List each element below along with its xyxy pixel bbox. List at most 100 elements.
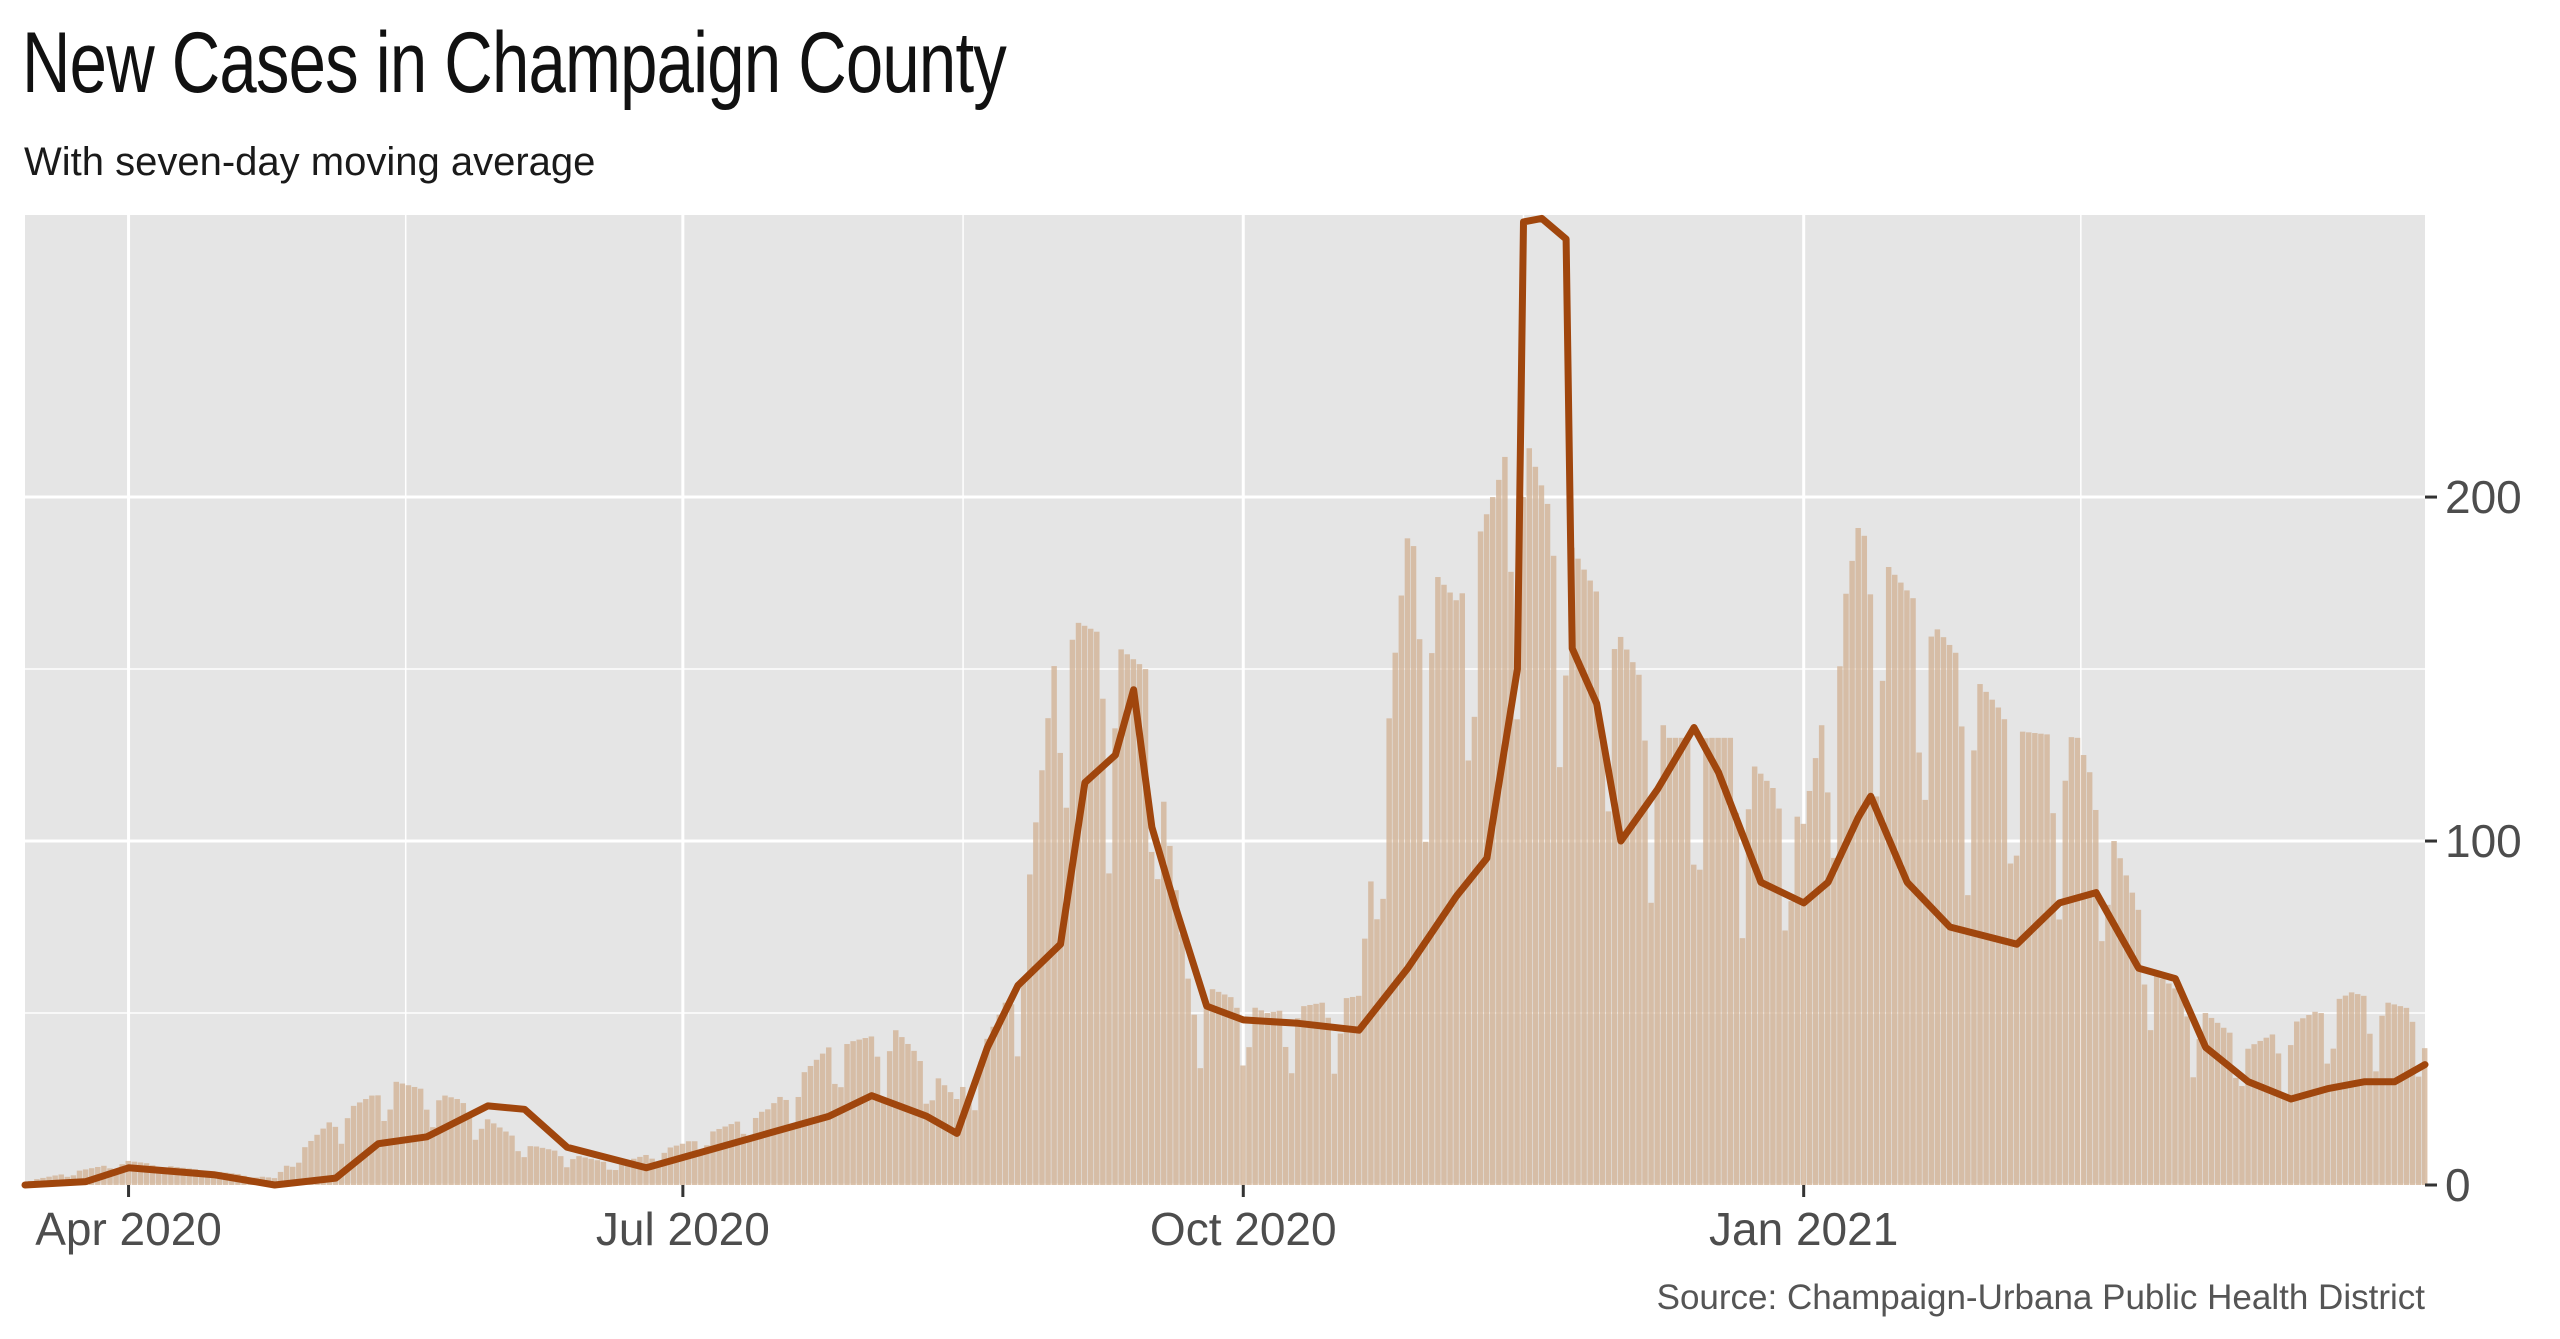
- bar: [1191, 1014, 1197, 1185]
- bar: [1764, 780, 1770, 1185]
- bar: [1904, 590, 1910, 1185]
- bar: [1965, 895, 1971, 1185]
- bar: [1002, 1002, 1009, 1185]
- bar: [430, 1127, 436, 1185]
- x-tick-label: Oct 2020: [1150, 1203, 1337, 1255]
- bar: [2129, 892, 2136, 1185]
- bar: [515, 1151, 521, 1185]
- bar: [338, 1143, 345, 1185]
- bar: [1398, 595, 1405, 1185]
- bar: [1599, 738, 1606, 1185]
- bar: [2263, 1037, 2270, 1185]
- bar: [2068, 737, 2075, 1185]
- bar: [149, 1165, 156, 1185]
- bar: [594, 1160, 601, 1185]
- bar: [2294, 1021, 2300, 1185]
- bar: [1690, 864, 1697, 1185]
- bar: [698, 1153, 704, 1185]
- bar: [1386, 718, 1392, 1185]
- bar: [710, 1131, 716, 1185]
- bar: [2117, 858, 2123, 1185]
- bar: [2172, 988, 2178, 1185]
- bar: [119, 1164, 125, 1185]
- bar: [478, 1128, 485, 1185]
- bar: [923, 1103, 929, 1185]
- bar: [387, 1109, 393, 1185]
- bar: [1429, 653, 1435, 1185]
- bar: [393, 1081, 400, 1185]
- bar: [990, 1026, 996, 1185]
- bar: [752, 1117, 759, 1185]
- bar: [2257, 1040, 2263, 1185]
- bar: [1355, 995, 1362, 1185]
- x-tick-label: Apr 2020: [35, 1203, 222, 1255]
- bar: [1100, 698, 1106, 1185]
- bar: [996, 1014, 1003, 1185]
- bar: [1721, 737, 1727, 1185]
- bar: [344, 1118, 351, 1185]
- bar: [2050, 813, 2056, 1185]
- bar: [1240, 1065, 1246, 1185]
- bar: [2361, 995, 2367, 1185]
- bar: [1124, 654, 1130, 1185]
- bar: [1154, 879, 1161, 1185]
- chart-subtitle: With seven-day moving average: [24, 140, 596, 184]
- bar: [1569, 547, 1575, 1185]
- bar: [1033, 822, 1039, 1185]
- bar: [2044, 734, 2050, 1185]
- bar: [1288, 1073, 1295, 1185]
- bar: [423, 1109, 430, 1185]
- bar: [984, 1038, 990, 1185]
- bar: [1508, 571, 1514, 1185]
- bar: [1825, 792, 1831, 1185]
- bar: [874, 1056, 881, 1185]
- bar: [625, 1160, 631, 1185]
- bar: [521, 1157, 527, 1185]
- bar: [1617, 636, 1624, 1185]
- bar: [558, 1156, 564, 1185]
- bar: [277, 1171, 284, 1185]
- bar: [1337, 1033, 1344, 1185]
- bar: [1435, 577, 1441, 1185]
- bar: [661, 1152, 668, 1185]
- bar: [2354, 994, 2361, 1185]
- bar: [1368, 881, 1374, 1185]
- bar: [947, 1092, 954, 1185]
- chart-title: New Cases in Champaign County: [22, 15, 1007, 111]
- bar: [1362, 938, 1368, 1185]
- bar: [174, 1167, 180, 1185]
- bar: [2421, 1048, 2428, 1185]
- bar: [1258, 1010, 1264, 1185]
- bar: [162, 1169, 168, 1185]
- bar: [704, 1145, 710, 1185]
- bar: [296, 1162, 302, 1185]
- bar: [966, 1096, 972, 1185]
- bar: [618, 1162, 625, 1185]
- bar: [125, 1160, 131, 1185]
- bar: [2074, 737, 2081, 1185]
- y-tick-label: 200: [2445, 471, 2522, 523]
- bar: [1733, 812, 1740, 1185]
- bar: [1855, 528, 1861, 1185]
- bar: [2032, 733, 2038, 1185]
- bar: [289, 1166, 296, 1185]
- bar: [1039, 770, 1045, 1185]
- bar: [1605, 811, 1612, 1185]
- bar: [1623, 649, 1630, 1185]
- bar: [716, 1128, 722, 1185]
- bar: [960, 1086, 966, 1185]
- bar: [850, 1041, 856, 1185]
- bar: [192, 1169, 198, 1185]
- bar: [2208, 1017, 2215, 1185]
- bar: [1800, 823, 1807, 1185]
- bar: [734, 1121, 741, 1185]
- bar: [1751, 766, 1758, 1185]
- bar: [1678, 737, 1685, 1185]
- bar: [180, 1167, 186, 1185]
- bar: [1142, 669, 1149, 1185]
- bar: [1934, 629, 1941, 1185]
- bar: [2415, 1076, 2422, 1185]
- bar: [978, 1061, 984, 1185]
- bar: [1794, 816, 1801, 1185]
- y-tick-label: 0: [2445, 1159, 2471, 1211]
